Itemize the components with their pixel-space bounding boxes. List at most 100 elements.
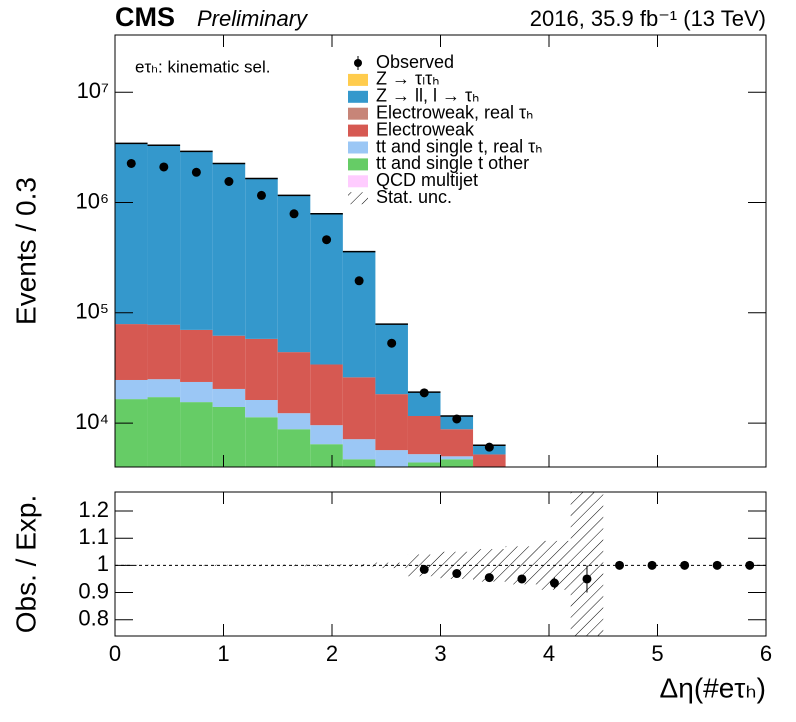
stack-segment	[245, 417, 278, 467]
stack-segment	[115, 399, 148, 467]
observed-point	[387, 338, 397, 348]
legend-swatch	[348, 141, 368, 154]
stack-segment	[342, 377, 376, 440]
ratio-point	[615, 560, 625, 570]
stack-segment	[180, 402, 213, 467]
stat-unc-band	[180, 564, 213, 566]
observed-point	[452, 414, 462, 424]
observed-point	[322, 235, 332, 245]
observed-point	[191, 167, 201, 177]
legend-label: Electroweak, real τₕ	[376, 102, 533, 122]
observed-point	[224, 177, 234, 187]
stat-unc-band	[212, 564, 246, 566]
ratio-point	[419, 564, 429, 574]
stack-segment	[245, 399, 278, 418]
stack-segment	[310, 425, 343, 445]
observed-point	[126, 158, 136, 168]
legend-label: Z → τₗτₕ	[376, 69, 439, 89]
legend-label: Observed	[376, 52, 454, 72]
legend-label: Z → ll, l → τₕ	[376, 86, 479, 106]
stat-unc-band	[570, 492, 604, 636]
legend-label: QCD multijet	[376, 170, 478, 190]
annotation: eτₕ: kinematic sel.	[135, 57, 270, 76]
legend-swatch	[348, 192, 368, 205]
main-frame	[114, 34, 767, 468]
stack-segment	[342, 251, 376, 378]
stat-unc-band	[342, 564, 376, 567]
ratio-point	[647, 560, 657, 570]
legend-swatch	[348, 107, 368, 120]
stack-segment	[115, 324, 148, 380]
legend-label: Stat. unc.	[376, 187, 452, 207]
legend-label: tt and single t, real τₕ	[376, 136, 542, 156]
legend-swatch	[348, 90, 368, 103]
y-tick-label: 0.8	[78, 606, 109, 631]
stack-segment	[310, 444, 343, 467]
x-tick-label: 5	[651, 641, 663, 666]
stack-segment	[375, 394, 408, 451]
cms-label: CMS	[115, 2, 175, 32]
stack-segment	[277, 429, 311, 467]
ratio-point	[517, 574, 527, 584]
stack-segment	[277, 195, 311, 353]
x-tick-label: 1	[217, 641, 229, 666]
stack-segment	[180, 151, 213, 330]
x-tick-label: 0	[109, 641, 121, 666]
stack-segment	[375, 450, 408, 467]
ratio-point	[712, 560, 722, 570]
stack-segment	[245, 178, 278, 339]
stack-segment	[310, 364, 343, 426]
legend-swatch	[348, 175, 368, 188]
main-plot	[115, 142, 506, 481]
legend-swatch	[348, 124, 368, 137]
y-tick-label: 1	[97, 551, 109, 576]
legend-swatch	[348, 73, 368, 86]
stack-segment	[440, 456, 474, 460]
stack-segment	[342, 439, 376, 460]
stack-segment	[277, 413, 311, 430]
observed-point	[159, 162, 169, 172]
y-tick-label: 10⁶	[75, 188, 109, 213]
stack-segment	[407, 462, 441, 467]
stack-segment	[440, 459, 474, 467]
stack-segment	[342, 459, 376, 467]
stack-segment	[147, 145, 181, 325]
observed-point	[256, 190, 266, 200]
stack-segment	[147, 324, 181, 380]
lumi-label: 2016, 35.9 fb⁻¹ (13 TeV)	[530, 6, 766, 31]
x-tick-label: 6	[760, 641, 772, 666]
ratio-point	[452, 569, 462, 579]
observed-point	[289, 209, 299, 219]
y-axis-label: Events / 0.3	[10, 177, 41, 325]
stat-unc-band	[277, 564, 311, 567]
y-tick-label: 1.1	[78, 524, 109, 549]
stack-segment	[473, 468, 506, 481]
stack-segment	[212, 406, 246, 467]
stack-segment	[407, 392, 441, 416]
stack-segment	[115, 143, 148, 325]
ratio-point	[680, 560, 690, 570]
stack-segment	[440, 429, 474, 457]
ratio-point	[582, 574, 592, 584]
legend-swatch	[348, 158, 368, 171]
preliminary-label: Preliminary	[197, 6, 309, 31]
y-tick-label: 10⁷	[77, 78, 109, 103]
stack-segment	[375, 324, 408, 395]
x-tick-label: 2	[326, 641, 338, 666]
x-tick-label: 4	[543, 641, 555, 666]
stack-segment	[212, 388, 246, 407]
stack-segment	[245, 338, 278, 400]
stack-segment	[115, 379, 148, 400]
stack-segment	[277, 352, 311, 414]
stack-segment	[407, 454, 441, 463]
ratio-frame	[114, 491, 767, 637]
observed-point	[354, 276, 364, 286]
y-tick-label: 1.2	[78, 497, 109, 522]
ratio-point	[549, 578, 559, 588]
legend-label: tt and single t other	[376, 153, 529, 173]
stack-segment	[147, 397, 181, 467]
stack-segment	[473, 454, 506, 467]
